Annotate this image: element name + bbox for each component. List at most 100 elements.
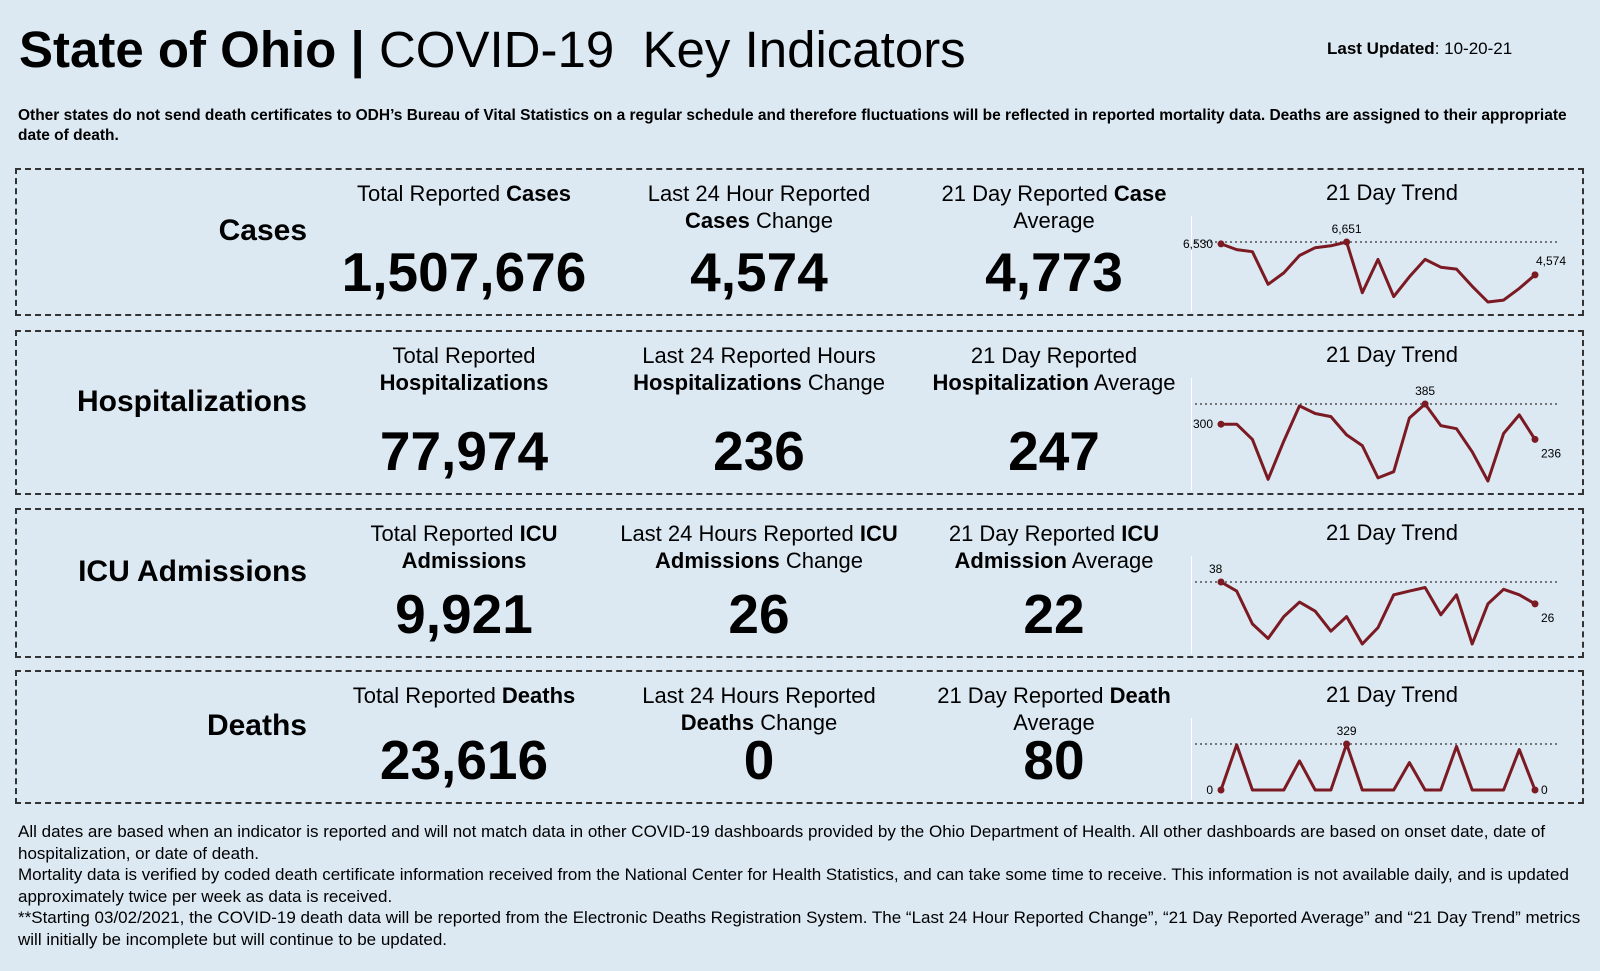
header-part: Change: [801, 370, 885, 395]
point-label: 0: [1541, 783, 1548, 797]
metric: Total Reported Deaths 23,616: [319, 672, 609, 802]
metric: 21 Day Reported Death Average 80: [909, 672, 1199, 802]
row-box: ICU Admissions Total Reported ICU Admissi…: [15, 508, 1584, 658]
header-part: 21 Day Reported: [937, 683, 1110, 708]
header-part: Cases: [684, 208, 750, 233]
metric: Total Reported Hospitalizations 77,974: [319, 332, 609, 493]
trend-title: 21 Day Trend: [1325, 180, 1459, 205]
header-part: Death: [1109, 683, 1171, 708]
header-part: Case: [1113, 181, 1167, 206]
metric: 21 Day Reported Case Average 4,773: [909, 170, 1199, 314]
row-label: Deaths: [206, 709, 307, 742]
header-part: Hospitalizations: [633, 370, 802, 395]
row-box: Deaths Total Reported Deaths 23,616 Last 24…: [15, 670, 1584, 804]
header-part: Change: [754, 710, 838, 735]
labeled-point: [1531, 435, 1539, 443]
metric-value: 26: [728, 583, 790, 645]
metric: Total Reported Cases 1,507,676: [319, 170, 609, 314]
labeled-point: [1217, 578, 1225, 586]
metric-value: 0: [743, 729, 775, 791]
point-label: 38: [1209, 562, 1223, 576]
header-part: Hospitalizations: [379, 370, 549, 395]
metric: Last 24 Hour Reported Cases Change 4,574: [614, 170, 904, 314]
point-label: 6,530: [1183, 237, 1213, 251]
header-part: Total Reported: [352, 683, 502, 708]
point-label: 329: [1337, 724, 1357, 738]
header-part: Total Reported: [356, 181, 507, 206]
row-label: Cases: [218, 214, 307, 247]
labeled-point: [1531, 600, 1539, 608]
metric-header: Last 24 Hours Reported ICU Admissions Ch…: [614, 520, 904, 574]
metric: Last 24 Hours Reported Deaths Change 0: [614, 672, 904, 802]
metric: 21 Day Reported ICU Admission Average 22: [909, 510, 1199, 656]
header-part: ICU Admission: [954, 521, 1160, 573]
header-part: Admissions: [401, 548, 527, 573]
point-label: 385: [1415, 384, 1435, 398]
metric: Last 24 Hours Reported ICU Admissions Ch…: [614, 510, 904, 656]
metric-header: 21 Day Reported ICU Admission Average: [909, 520, 1199, 574]
footer: All dates are based when an indicator is…: [18, 821, 1588, 950]
header-part: Last 24 Hours Reported: [620, 521, 860, 546]
metric: Total Reported ICU Admissions 9,921: [319, 510, 609, 656]
labeled-point: [1217, 240, 1225, 248]
metric-header: Last 24 Hour Reported Cases Change: [614, 180, 904, 234]
footer-paragraph: Mortality data is verified by coded deat…: [18, 865, 1569, 906]
header-part: Average: [1013, 208, 1095, 233]
header-part: ICU Admissions: [655, 521, 898, 573]
point-label: 300: [1193, 417, 1213, 431]
metric-header: Total Reported ICU Admissions: [319, 520, 609, 574]
header-part: Deaths: [680, 710, 755, 735]
metric-value: 77,974: [379, 420, 549, 482]
trend-title: 21 Day Trend: [1325, 520, 1459, 545]
metric: Last 24 Reported Hours Hospitalizations …: [614, 332, 904, 493]
footer-paragraph: **Starting 03/02/2021, the COVID-19 deat…: [18, 908, 1581, 949]
labeled-point: [1217, 786, 1225, 794]
metric-value: 4,773: [985, 241, 1123, 303]
row-label: Hospitalizations: [76, 384, 307, 418]
point-label: 26: [1541, 611, 1555, 625]
title-text: COVID-19 Key Indicators: [378, 21, 966, 78]
metric-value: 23,616: [379, 729, 549, 791]
metric-value: 80: [1023, 729, 1085, 791]
labeled-point: [1343, 740, 1351, 748]
header-part: ICU: [519, 521, 558, 546]
title: State of Ohio | COVID-19 Key Indicators: [19, 20, 966, 79]
labeled-point: [1217, 420, 1225, 428]
header-part: Average: [1013, 710, 1095, 735]
metric-value: 236: [713, 420, 805, 482]
metric-value: 9,921: [395, 583, 533, 645]
updated-value: : 10-20-21: [1434, 39, 1513, 58]
sparkline: 38 26: [1191, 556, 1559, 654]
header-part: Total Reported: [392, 343, 536, 368]
metric-value: 247: [1008, 420, 1100, 482]
point-label: 236: [1541, 446, 1561, 460]
sparkline: 300 385 236: [1191, 378, 1561, 491]
labeled-point: [1531, 786, 1539, 794]
trend-title: 21 Day Trend: [1325, 342, 1459, 367]
header-part: 21 Day Reported: [948, 521, 1122, 546]
trend-line: [1219, 742, 1537, 792]
metric-header: 21 Day Reported Death Average: [909, 682, 1199, 736]
metric-header: Last 24 Hours Reported Deaths Change: [614, 682, 904, 736]
header-part: Last 24 Hour Reported: [647, 181, 871, 206]
metric: 21 Day Reported Hospitalization Average 2…: [909, 332, 1199, 493]
metric-value: 1,507,676: [341, 241, 587, 303]
metric-header: 21 Day Reported Hospitalization Average: [909, 342, 1199, 396]
trend-line: [1220, 580, 1536, 646]
row-box: Cases Total Reported Cases 1,507,676 Last 2…: [15, 168, 1584, 316]
note: Other states do not send death certifica…: [18, 107, 1567, 144]
trend-line: [1220, 240, 1536, 304]
trend-line: [1221, 402, 1537, 483]
sparkline: 6,530 6,651 4,574: [1183, 216, 1566, 312]
header-part: Total Reported: [370, 521, 520, 546]
row-box: Hospitalizations Total Reported Hospitali…: [15, 330, 1584, 495]
header-part: Last 24 Hours Reported: [642, 683, 876, 708]
labeled-point: [1421, 400, 1429, 408]
header-part: Last 24 Reported Hours: [642, 343, 876, 368]
point-label: 4,574: [1536, 254, 1566, 268]
header-part: Hospitalization: [932, 370, 1089, 395]
header-part: Change: [779, 548, 863, 573]
metric-header: Last 24 Reported Hours Hospitalizations …: [614, 342, 904, 396]
labeled-point: [1531, 271, 1539, 279]
